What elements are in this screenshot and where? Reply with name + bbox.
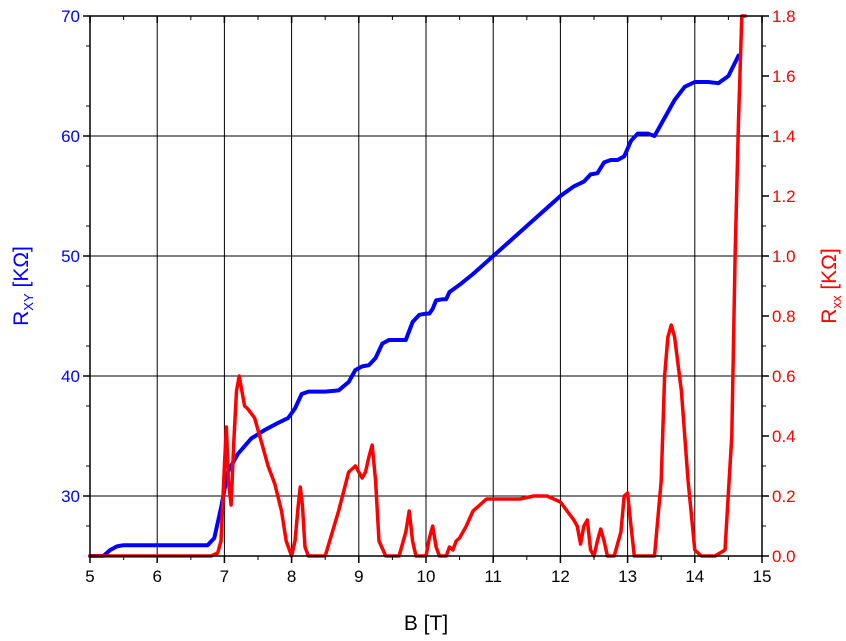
y-right-tick-label: 0.6	[772, 367, 796, 386]
y-left-tick-label: 40	[61, 367, 80, 386]
x-tick-label: 15	[753, 567, 772, 586]
y-left-tick-label: 50	[61, 247, 80, 266]
y-right-tick-label: 0.4	[772, 427, 796, 446]
y-left-tick-label: 30	[61, 487, 80, 506]
y-right-tick-label: 0.8	[772, 307, 796, 326]
y-left-tick-label: 70	[61, 7, 80, 26]
y-right-tick-label: 1.8	[772, 7, 796, 26]
x-tick-label: 9	[354, 567, 363, 586]
y-right-tick-label: 1.4	[772, 127, 796, 146]
x-tick-label: 5	[85, 567, 94, 586]
x-tick-label: 8	[287, 567, 296, 586]
x-tick-label: 14	[685, 567, 704, 586]
y-left-tick-label: 60	[61, 127, 80, 146]
axes: 5 6 7 8 9 10 11 12 13 14 15 30 40 50 60 70 0.0 0.2 0.4 0.6 0…	[61, 7, 796, 586]
x-tick-label: 6	[152, 567, 161, 586]
y-right-tick-label: 1.2	[772, 187, 796, 206]
gridlines	[90, 16, 762, 556]
x-tick-label: 12	[551, 567, 570, 586]
x-tick-label: 11	[484, 567, 502, 586]
x-tick-label: 10	[417, 567, 436, 586]
y-right-tick-label: 0.0	[772, 547, 796, 566]
x-tick-label: 13	[618, 567, 637, 586]
x-axis-title: B [T]	[404, 612, 448, 635]
y-right-axis-title: Rxx [KΩ]	[818, 248, 844, 323]
y-right-tick-label: 0.2	[772, 487, 796, 506]
y-left-axis-title: RXY [KΩ]	[10, 246, 36, 326]
x-tick-label: 7	[220, 567, 229, 586]
y-right-tick-label: 1.0	[772, 247, 796, 266]
y-right-tick-label: 1.6	[772, 67, 796, 86]
